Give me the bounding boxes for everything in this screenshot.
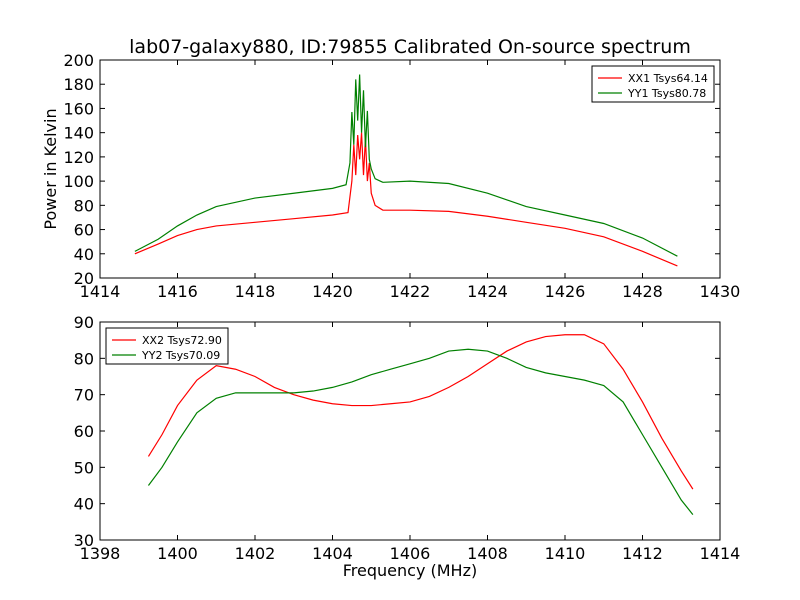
legend-entry: YY1 Tsys80.78 <box>627 87 706 100</box>
y-tick-label: 40 <box>74 245 94 264</box>
x-axis-label: Frequency (MHz) <box>343 561 477 580</box>
x-tick-label: 1414 <box>80 282 121 301</box>
x-tick-label: 1424 <box>467 282 508 301</box>
x-tick-label: 1426 <box>545 282 586 301</box>
y-tick-label: 50 <box>74 458 94 477</box>
legend: XX1 Tsys64.14 YY1 Tsys80.78 <box>591 65 715 103</box>
legend-box <box>591 65 715 103</box>
y-tick-label: 60 <box>74 422 94 441</box>
series-line-2-2 <box>147 348 694 515</box>
x-tick-label: 1400 <box>157 544 198 563</box>
y-tick-label: 90 <box>74 313 94 332</box>
legend-entry: XX2 Tsys72.90 <box>142 334 222 347</box>
legend-entry: XX1 Tsys64.14 <box>628 72 708 85</box>
y-tick-label: 70 <box>74 386 94 405</box>
y-tick-label: 120 <box>63 148 94 167</box>
y-tick-label: 60 <box>74 221 94 240</box>
series-line-2-1 <box>147 334 694 490</box>
x-tick-label: 1420 <box>312 282 353 301</box>
y-tick-label: 160 <box>63 99 94 118</box>
x-tick-label: 1408 <box>467 544 508 563</box>
y-tick-label: 100 <box>63 172 94 191</box>
x-tick-label: 1414 <box>700 544 741 563</box>
x-tick-label: 1416 <box>157 282 198 301</box>
x-tick-label: 1410 <box>545 544 586 563</box>
y-tick-label: 40 <box>74 495 94 514</box>
x-tick-label: 1402 <box>235 544 276 563</box>
x-tick-label: 1428 <box>622 282 663 301</box>
x-tick-label: 1412 <box>622 544 663 563</box>
y-tick-label: 20 <box>74 269 94 288</box>
x-tick-label: 1422 <box>390 282 431 301</box>
y-tick-label: 140 <box>63 124 94 143</box>
x-tick-label: 1404 <box>312 544 353 563</box>
series-line-1-1 <box>134 132 678 267</box>
series-line-1-2 <box>134 74 678 257</box>
x-tick-label: 1406 <box>390 544 431 563</box>
y-tick-label: 80 <box>74 196 94 215</box>
figure-title: lab07-galaxy880, ID:79855 Calibrated On-… <box>129 36 691 58</box>
top-panel: 1414 1416 1418 1420 1422 1424 1426 1428 1430 20 40… <box>41 51 740 301</box>
legend-box <box>105 327 229 365</box>
y-tick-label: 30 <box>74 531 94 550</box>
y-tick-label: 80 <box>74 349 94 368</box>
y-axis-label: Power in Kelvin <box>41 108 60 229</box>
legend-entry: YY2 Tsys70.09 <box>141 349 220 362</box>
bottom-panel: 1398 1400 1402 1404 1406 1408 1410 1412 1414 30 40… <box>74 313 741 580</box>
legend: XX2 Tsys72.90 YY2 Tsys70.09 <box>105 327 229 365</box>
y-tick-label: 180 <box>63 75 94 94</box>
x-tick-label: 1398 <box>80 544 121 563</box>
x-tick-label: 1418 <box>235 282 276 301</box>
x-tick-label: 1430 <box>700 282 741 301</box>
y-tick-label: 200 <box>63 51 94 70</box>
